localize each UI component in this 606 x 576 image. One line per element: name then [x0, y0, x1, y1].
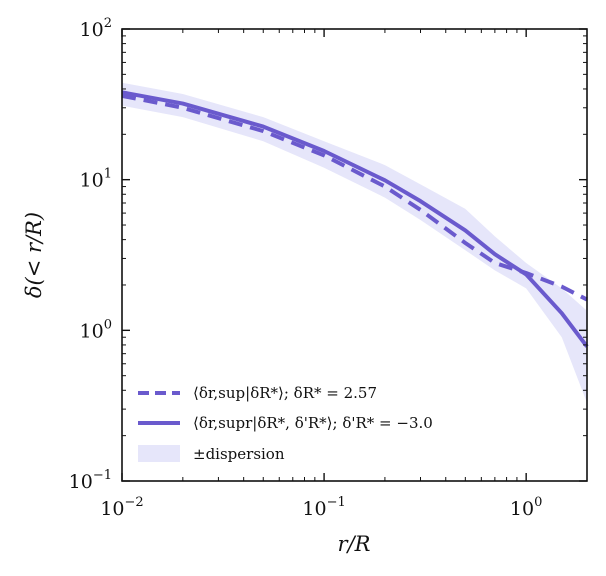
y-tick-label: 101: [80, 167, 112, 192]
plot-frame: [121, 28, 588, 482]
x-tick-label: 100: [510, 495, 542, 520]
legend-swatch-band: [138, 445, 180, 462]
legend-label-dashed: ⟨δr,sup|δR*⟩; δR* = 2.57: [193, 384, 377, 402]
y-tick-label: 102: [80, 16, 112, 41]
x-axis-label: r/R: [338, 532, 371, 556]
dispersion-band: [122, 82, 587, 403]
series-layer: [121, 90, 589, 348]
y-tick-label: 100: [80, 317, 112, 342]
series-line-dashed: [121, 93, 588, 302]
legend-label-solid: ⟨δr,supr|δR*, δ'R*⟩; δ'R* = −3.0: [193, 414, 433, 432]
x-tick-label: 10−2: [100, 495, 143, 520]
y-axis-label: δ(< r/R): [22, 212, 46, 298]
legend: ⟨δr,sup|δR*⟩; δR* = 2.57 ⟨δr,supr|δR*, δ…: [138, 384, 433, 463]
series-line-solid: [121, 90, 589, 348]
legend-label-band: ±dispersion: [193, 445, 285, 463]
dispersion-band-layer: [122, 82, 587, 403]
x-tick-label: 10−1: [302, 495, 345, 520]
y-tick-label: 10−1: [69, 468, 112, 493]
